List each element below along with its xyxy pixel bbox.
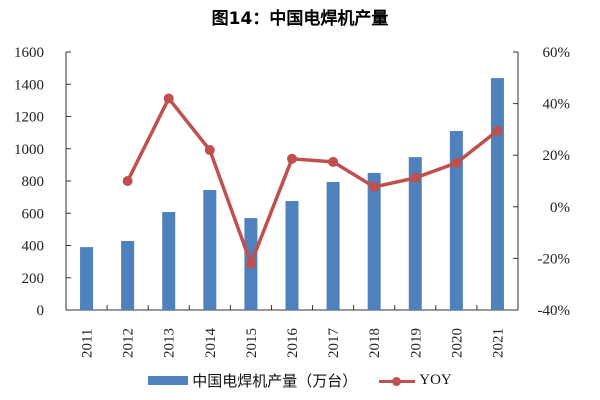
x-tick-label: 2019: [408, 328, 424, 358]
yoy-marker: [204, 145, 215, 156]
yoy-line: [126, 96, 499, 266]
right-tick-label: 60%: [543, 45, 571, 61]
bar-2013: [162, 211, 176, 310]
left-tick-label: 1600: [14, 45, 44, 61]
right-tick-label: 20%: [543, 148, 571, 164]
bar-2019: [408, 157, 422, 310]
bar-2016: [285, 200, 299, 310]
bar-2017: [326, 181, 340, 310]
x-tick-label: 2018: [367, 328, 383, 358]
legend-item-production: 中国电焊机产量（万台）: [148, 370, 357, 391]
yoy-marker: [410, 172, 421, 183]
bar-2014: [203, 190, 217, 310]
left-tick-label: 400: [22, 239, 45, 255]
left-tick-label: 1400: [14, 77, 44, 93]
chart-title: 图14：中国电焊机产量: [211, 9, 389, 29]
chart-plot: 0 200 400 600 800 1000 1200 1400 1600 -40% -20% 0% 2…: [14, 45, 571, 359]
yoy-marker: [369, 181, 380, 192]
yoy-marker: [245, 258, 256, 269]
right-tick-label: -40%: [538, 303, 571, 319]
right-tick-label: 0%: [550, 200, 570, 216]
bar-2012: [121, 240, 135, 310]
left-tick-label: 1200: [14, 110, 44, 126]
legend-bar-swatch: [148, 376, 189, 385]
left-tick-label: 0: [37, 303, 45, 319]
left-tick-label: 600: [22, 206, 45, 222]
legend-line-swatch: [379, 375, 416, 387]
legend-label-production: 中国电焊机产量（万台）: [192, 372, 358, 390]
bar-2020: [449, 131, 463, 310]
chart-legend: 中国电焊机产量（万台） YOY: [0, 370, 600, 391]
x-tick-label: 2013: [162, 328, 178, 358]
yoy-marker: [122, 176, 133, 186]
x-tick-label: 2016: [285, 328, 301, 359]
bar-2011: [80, 247, 94, 310]
x-tick-label: 2021: [490, 328, 506, 358]
legend-item-yoy: YOY: [379, 372, 452, 389]
left-tick-label: 1000: [14, 142, 44, 158]
x-tick-label: 2014: [203, 328, 219, 359]
yoy-marker: [163, 93, 174, 104]
x-tick-label: 2011: [80, 329, 96, 358]
left-tick-label: 800: [22, 174, 45, 190]
bar-2021: [490, 78, 504, 310]
right-tick-label: 40%: [543, 97, 571, 113]
yoy-marker: [492, 125, 503, 136]
yoy-marker: [328, 156, 339, 167]
yoy-marker: [287, 153, 297, 164]
left-tick-label: 200: [22, 271, 45, 287]
x-tick-label: 2017: [326, 328, 342, 359]
x-tick-label: 2012: [121, 328, 137, 358]
x-tick-label: 2015: [244, 328, 260, 358]
bar-2018: [367, 172, 381, 310]
x-tick-label: 2020: [449, 328, 465, 358]
legend-label-yoy: YOY: [419, 372, 452, 388]
yoy-marker: [451, 157, 462, 168]
right-tick-label: -20%: [538, 251, 571, 267]
